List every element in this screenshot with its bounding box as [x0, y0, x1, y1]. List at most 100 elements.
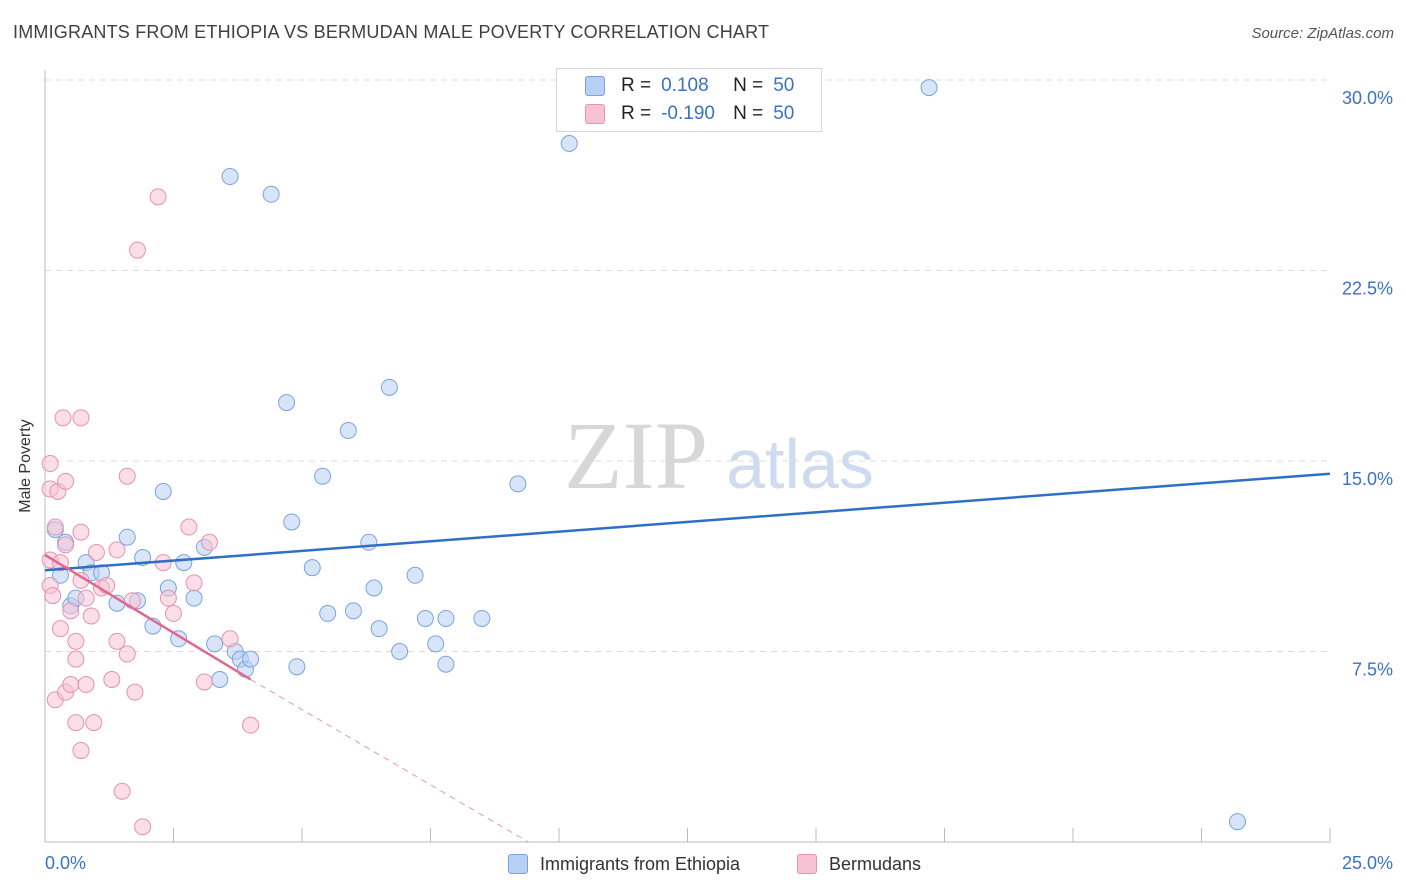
ethiopia-point [391, 643, 409, 660]
grid [45, 79, 1330, 652]
legend-n-value: 50 [773, 103, 795, 124]
bermudan-point [87, 543, 105, 561]
bermudan-point [82, 607, 100, 625]
bermudan-point [57, 472, 75, 490]
ethiopia-point [303, 559, 321, 577]
bermudan-point [54, 409, 72, 427]
bottom-legend-bermudans: Bermudans [797, 852, 921, 876]
pink-swatch [797, 854, 817, 874]
ethiopia-point [221, 168, 239, 186]
blue-swatch [585, 76, 605, 96]
bermudan-point [118, 645, 136, 663]
bermudan-point [103, 670, 121, 688]
legend-n-label: N = [733, 103, 764, 124]
bermudan-point [149, 188, 167, 206]
bermudan-point [72, 409, 90, 427]
bermudan-point [77, 589, 95, 607]
y-tick-label: 7.5% [1352, 660, 1393, 680]
ethiopia-point [427, 635, 445, 653]
bermudan-point [159, 589, 177, 607]
legend-n-value: 50 [773, 75, 795, 96]
bermudan-point [67, 650, 85, 668]
bermudan-point [195, 673, 213, 691]
ethiopia-point [211, 670, 229, 688]
ethiopia-point [278, 394, 296, 412]
ethiopia-point [154, 482, 172, 500]
ethiopia-point [314, 467, 332, 485]
y-tick-label: 22.5% [1342, 279, 1393, 299]
tick-labels: 7.5% 15.0% 22.5% 30.0% 0.0% 25.0% [45, 88, 1393, 873]
bermudan-point [44, 587, 62, 605]
bermudan-point [46, 518, 64, 536]
bermudan-point [221, 630, 239, 648]
ethiopia-trend-line [44, 472, 1331, 572]
watermark-zip: ZIP [564, 402, 708, 509]
ethiopia-point [288, 658, 306, 676]
bermudan-point [67, 714, 85, 732]
ethiopia-point [365, 579, 383, 597]
bermudan-point [85, 714, 103, 732]
ethiopia-point [473, 609, 491, 627]
legend-row-bermudans: R = -0.190 N = 50 [585, 102, 794, 126]
y-tick-label: 30.0% [1342, 88, 1393, 108]
bermudan-point [57, 536, 75, 554]
bermudan-point [165, 604, 182, 622]
ethiopia-point [175, 554, 193, 572]
ethiopia-point [406, 566, 424, 584]
ethiopia-point [283, 513, 301, 531]
bermudan-point [185, 574, 203, 592]
axes [44, 70, 1331, 843]
legend-row-ethiopia: R = 0.108 N = 50 [585, 74, 794, 98]
ethiopia-point [206, 635, 224, 653]
bermudan-point [123, 592, 141, 610]
bermudan-trend-line [44, 553, 252, 681]
bermudan-point [41, 455, 59, 473]
ethiopia-point [118, 528, 136, 546]
bermudan-point [77, 676, 95, 694]
bermudan-point [62, 676, 80, 694]
bermudan-point [113, 782, 131, 800]
ethiopia-point [380, 378, 398, 396]
watermark: ZIP atlas [564, 402, 874, 509]
source-label: Source: ZipAtlas.com [1251, 25, 1394, 42]
x-tick-label: 0.0% [45, 853, 86, 873]
ethiopia-point [339, 422, 357, 440]
bermudan-point [72, 523, 90, 541]
bermudan-point [51, 620, 69, 638]
bermudan-point [62, 602, 80, 620]
blue-swatch [508, 854, 528, 874]
bottom-legend-ethiopia: Immigrants from Ethiopia [508, 852, 740, 876]
bermudan-trend-extension [250, 679, 529, 843]
watermark-atlas: atlas [726, 425, 874, 503]
series-name: Bermudans [829, 853, 922, 874]
bermudan-point [118, 467, 136, 485]
bermudan-point [108, 632, 126, 650]
ethiopia-point [1228, 813, 1246, 831]
bermudan-point [242, 716, 260, 734]
ethiopia-point [416, 609, 434, 627]
bermudan-point [134, 818, 152, 836]
legend-n-label: N = [733, 75, 764, 96]
y-tick-label: 15.0% [1342, 469, 1393, 489]
legend-r-value: 0.108 [661, 75, 709, 96]
bermudan-point [67, 632, 85, 650]
correlation-legend: R = 0.108 N = 50 R = -0.190 N = 50 [556, 68, 822, 132]
trend-lines [44, 472, 1331, 843]
ethiopia-point [344, 602, 362, 620]
ethiopia-point [560, 135, 578, 152]
bermudan-point [108, 541, 126, 559]
x-tick-label: 25.0% [1342, 853, 1393, 873]
bermudan-point [126, 683, 144, 701]
bermudan-point [129, 241, 147, 259]
bermudan-point [200, 533, 218, 551]
ethiopia-point [242, 650, 260, 668]
series-name: Immigrants from Ethiopia [540, 853, 741, 874]
bermudan-point [72, 742, 90, 760]
ethiopia-point [185, 589, 203, 607]
bermudan-point [180, 518, 198, 536]
chart-title: IMMIGRANTS FROM ETHIOPIA VS BERMUDAN MAL… [13, 22, 770, 42]
ethiopia-point [360, 533, 378, 551]
ethiopia-point [262, 185, 280, 203]
ethiopia-point [437, 655, 455, 673]
ethiopia-point [509, 475, 527, 493]
